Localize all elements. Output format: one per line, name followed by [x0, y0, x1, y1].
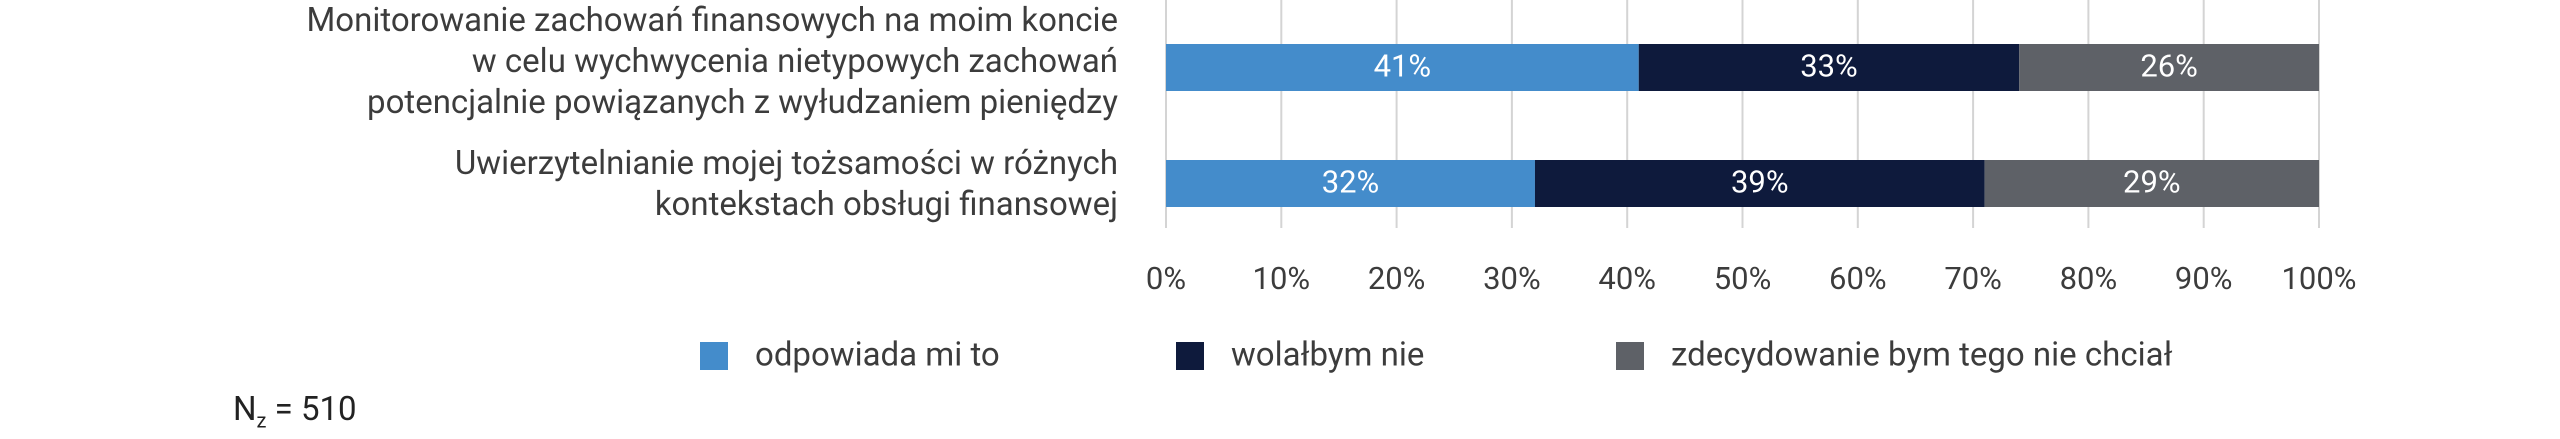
category-label: Monitorowanie zachowań finansowych na mo… — [306, 1, 1119, 122]
x-tick-label: 10% — [1253, 260, 1311, 297]
note-rest: = 510 — [266, 390, 357, 429]
legend-swatch — [1176, 342, 1204, 370]
value-label: 26% — [2140, 48, 2198, 85]
x-tick-label: 0% — [1146, 260, 1186, 297]
value-label: 41% — [1374, 48, 1432, 85]
value-label: 33% — [1800, 48, 1858, 85]
x-tick-label: 90% — [2175, 260, 2233, 297]
bar-segment — [2019, 44, 2319, 91]
category-label: Uwierzytelnianie mojej tożsamości w różn… — [454, 144, 1118, 224]
note-sub: z — [256, 408, 267, 433]
note: Nz = 510 — [233, 390, 357, 433]
x-tick-label: 40% — [1598, 260, 1656, 297]
x-tick-label: 30% — [1483, 260, 1541, 297]
legend-swatch — [700, 342, 728, 370]
legend-label: wolałbym nie — [1231, 336, 1424, 375]
note-main: N — [233, 390, 257, 429]
bar-segment — [1534, 160, 1985, 207]
x-tick-label: 20% — [1368, 260, 1426, 297]
bar-segment — [1984, 160, 2319, 207]
value-label: 32% — [1322, 164, 1380, 201]
legend-label: odpowiada mi to — [755, 336, 1000, 375]
value-label: 39% — [1731, 164, 1789, 201]
x-tick-label: 50% — [1714, 260, 1772, 297]
x-tick-label: 60% — [1829, 260, 1887, 297]
bar-segment — [1638, 44, 2020, 91]
bar-segment — [1166, 160, 1535, 207]
legend-label: zdecydowanie bym tego nie chciał — [1671, 336, 2173, 375]
value-label: 29% — [2123, 164, 2181, 201]
x-tick-label: 100% — [2282, 260, 2357, 297]
bar-segment — [1166, 44, 1639, 91]
x-tick-label: 80% — [2060, 260, 2118, 297]
x-tick-label: 70% — [1944, 260, 2002, 297]
legend-swatch — [1616, 342, 1644, 370]
